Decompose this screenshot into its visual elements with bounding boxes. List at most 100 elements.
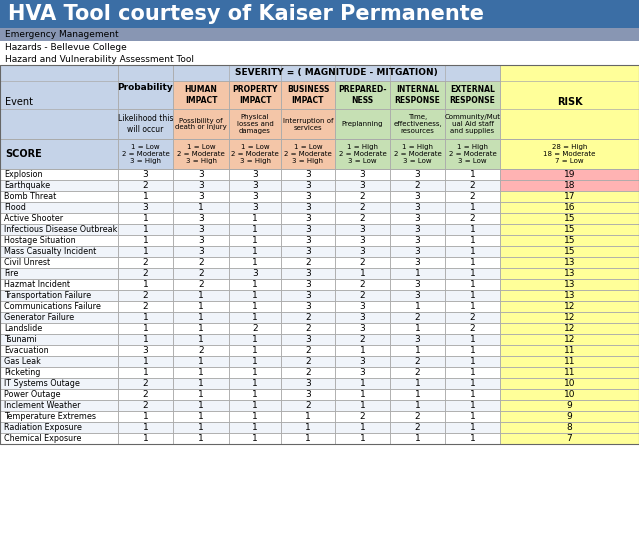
Bar	[445, 191, 500, 202]
Text: 1: 1	[252, 280, 258, 289]
Bar	[445, 323, 500, 334]
Text: 2: 2	[142, 291, 148, 300]
Bar	[229, 356, 281, 367]
Bar	[445, 433, 500, 444]
Bar	[229, 235, 281, 246]
Bar	[500, 301, 639, 312]
Text: 2: 2	[252, 324, 258, 333]
Bar	[500, 257, 639, 268]
Text: Likelihood this
will occur: Likelihood this will occur	[118, 114, 173, 134]
Text: 19: 19	[564, 170, 575, 179]
Bar	[0, 169, 118, 180]
Text: 1: 1	[142, 434, 148, 443]
Bar	[335, 139, 390, 169]
Bar	[281, 356, 335, 367]
Bar	[390, 246, 445, 257]
Text: 1: 1	[470, 280, 475, 289]
Bar	[390, 345, 445, 356]
Bar	[500, 279, 639, 290]
Bar	[335, 224, 390, 235]
Bar	[173, 235, 229, 246]
Text: 1: 1	[198, 335, 204, 344]
Bar	[500, 334, 639, 345]
Bar	[0, 400, 118, 411]
Text: 1: 1	[198, 203, 204, 212]
Text: 2: 2	[360, 335, 366, 344]
Bar	[173, 213, 229, 224]
Bar	[445, 268, 500, 279]
Text: 12: 12	[564, 313, 575, 322]
Bar	[118, 246, 173, 257]
Text: 3: 3	[305, 225, 311, 234]
Text: 2: 2	[360, 258, 366, 267]
Bar	[118, 65, 173, 109]
Bar	[390, 367, 445, 378]
Text: PROPERTY
IMPACT: PROPERTY IMPACT	[233, 85, 278, 105]
Bar	[390, 301, 445, 312]
Bar	[0, 411, 118, 422]
Bar	[173, 312, 229, 323]
Text: PREPARED-
NESS: PREPARED- NESS	[338, 85, 387, 105]
Bar	[445, 312, 500, 323]
Bar	[445, 411, 500, 422]
Bar	[500, 169, 639, 180]
Text: 13: 13	[564, 258, 575, 267]
Text: 2: 2	[198, 269, 204, 278]
Text: 1: 1	[252, 368, 258, 377]
Bar	[390, 312, 445, 323]
Text: 3: 3	[360, 181, 366, 190]
Bar	[335, 191, 390, 202]
Bar	[500, 422, 639, 433]
Text: 1: 1	[198, 324, 204, 333]
Text: 1: 1	[470, 302, 475, 311]
Text: 1: 1	[198, 302, 204, 311]
Bar	[445, 202, 500, 213]
Bar	[335, 411, 390, 422]
Bar	[500, 191, 639, 202]
Text: 18: 18	[564, 181, 575, 190]
Text: IT Systems Outage: IT Systems Outage	[4, 379, 80, 388]
Text: 1: 1	[252, 390, 258, 399]
Bar	[500, 312, 639, 323]
Text: Interruption of
services: Interruption of services	[282, 118, 334, 130]
Text: 1: 1	[415, 379, 420, 388]
Bar	[229, 400, 281, 411]
Text: 1: 1	[360, 401, 366, 410]
Text: Power Outage: Power Outage	[4, 390, 61, 399]
Text: 1 = Low
2 = Moderate
3 = High: 1 = Low 2 = Moderate 3 = High	[121, 144, 169, 164]
Bar	[229, 312, 281, 323]
Text: RISK: RISK	[557, 97, 582, 107]
Bar	[335, 246, 390, 257]
Text: Hazmat Incident: Hazmat Incident	[4, 280, 70, 289]
Text: Emergency Management: Emergency Management	[5, 30, 119, 39]
Bar	[445, 301, 500, 312]
Text: 7: 7	[567, 434, 573, 443]
Bar	[390, 378, 445, 389]
Text: 16: 16	[564, 203, 575, 212]
Text: 3: 3	[360, 324, 366, 333]
Text: 3: 3	[198, 225, 204, 234]
Text: 1: 1	[252, 379, 258, 388]
Text: 3: 3	[142, 170, 148, 179]
Text: 1 = Low
2 = Moderate
3 = High: 1 = Low 2 = Moderate 3 = High	[231, 144, 279, 164]
Text: 2: 2	[305, 357, 311, 366]
Text: 1: 1	[142, 280, 148, 289]
Text: 3: 3	[360, 236, 366, 245]
Text: HUMAN
IMPACT: HUMAN IMPACT	[185, 85, 217, 105]
Bar	[390, 180, 445, 191]
Bar	[229, 334, 281, 345]
Bar	[445, 422, 500, 433]
Text: 3: 3	[198, 236, 204, 245]
Bar	[173, 301, 229, 312]
Text: 1: 1	[198, 434, 204, 443]
Text: 1: 1	[305, 434, 311, 443]
Bar	[445, 139, 500, 169]
Text: 1: 1	[252, 258, 258, 267]
Text: 3: 3	[142, 203, 148, 212]
Text: 1: 1	[252, 434, 258, 443]
Bar	[173, 81, 229, 109]
Text: 1: 1	[198, 291, 204, 300]
Text: 3: 3	[198, 170, 204, 179]
Bar	[118, 323, 173, 334]
Text: 1: 1	[305, 412, 311, 421]
